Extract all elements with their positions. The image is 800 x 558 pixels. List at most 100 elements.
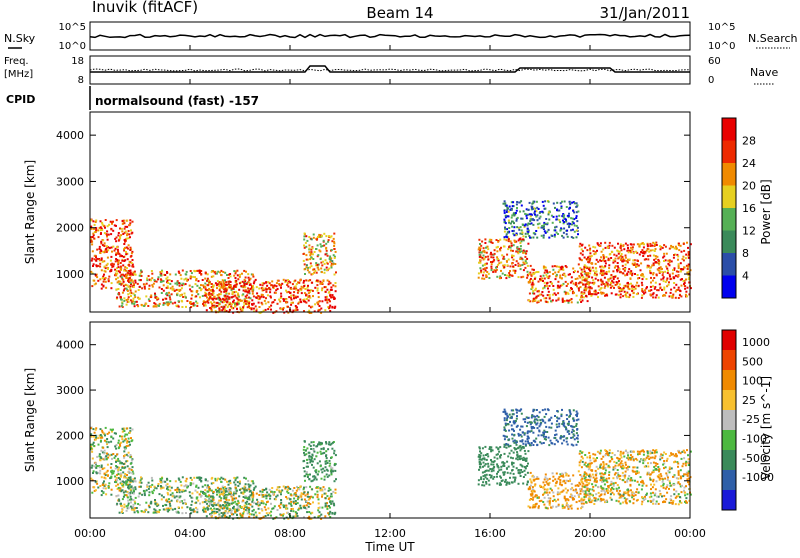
velocity-cell <box>318 506 321 509</box>
velocity-cell <box>108 482 111 485</box>
power-cell <box>515 234 517 237</box>
power-cell <box>687 270 690 273</box>
velocity-cell <box>236 481 239 484</box>
velocity-cell <box>102 432 105 435</box>
nave-tick-top: 60 <box>708 56 721 67</box>
velocity-cell <box>310 456 313 458</box>
power-cell <box>102 239 105 242</box>
velocity-cell <box>290 508 293 510</box>
velocity-cell <box>112 453 115 455</box>
velocity-cell <box>252 508 255 511</box>
velocity-cell <box>559 483 562 486</box>
power-cell <box>587 256 589 259</box>
velocity-cell <box>477 483 480 486</box>
power-cell <box>618 283 621 286</box>
power-cell <box>548 285 551 287</box>
velocity-cell <box>217 489 220 492</box>
power-cell <box>569 206 571 209</box>
velocity-cell <box>504 480 506 483</box>
velocity-cell <box>122 483 125 486</box>
velocity-cell <box>292 515 295 518</box>
velocity-cell <box>503 473 506 476</box>
power-cell <box>685 290 688 293</box>
power-cell <box>619 287 622 290</box>
power-cell <box>158 286 161 289</box>
power-cell <box>327 240 330 243</box>
power-cell <box>317 292 320 294</box>
power-cell <box>230 303 233 306</box>
velocity-cell <box>197 476 200 479</box>
power-cell <box>300 289 303 292</box>
power-cell <box>569 289 572 292</box>
power-cell <box>325 246 328 249</box>
power-cell <box>522 235 525 238</box>
power-cell <box>591 293 594 296</box>
velocity-cell <box>130 469 133 471</box>
velocity-cell <box>303 486 305 489</box>
power-cell <box>583 256 586 259</box>
velocity-cell <box>555 481 558 484</box>
power-cell <box>583 287 586 290</box>
velocity-cell <box>214 488 217 491</box>
power-cell <box>112 263 115 266</box>
power-cell <box>167 286 169 289</box>
power-cell <box>511 274 514 277</box>
power-cell <box>156 297 159 299</box>
power-cell <box>548 218 551 221</box>
power-cell <box>120 298 123 301</box>
power-cell <box>316 301 319 304</box>
velocity-cell <box>567 507 570 510</box>
power-cell <box>245 270 247 273</box>
power-cell <box>131 259 134 261</box>
velocity-cell <box>261 495 264 498</box>
velocity-cell <box>493 476 496 478</box>
power-cell <box>204 288 207 291</box>
velocity-cell <box>484 445 487 448</box>
power-cell <box>538 293 541 296</box>
power-cell <box>602 269 605 272</box>
power-cell <box>308 247 311 250</box>
power-cell <box>670 288 673 291</box>
power-cell <box>507 210 510 213</box>
power-cell <box>235 296 238 299</box>
power-cell <box>91 236 94 238</box>
velocity-cell <box>496 465 499 468</box>
power-cell <box>677 242 680 245</box>
power-cell <box>479 247 482 250</box>
power-cell <box>316 266 319 269</box>
velocity-cell <box>290 500 293 503</box>
velocity-cell <box>552 475 555 478</box>
velocity-cell <box>536 476 539 479</box>
velocity-cell <box>307 491 309 494</box>
power-cell <box>533 272 536 275</box>
velocity-cell <box>110 436 113 439</box>
power-cell <box>182 296 185 298</box>
power-cell <box>504 214 507 217</box>
power-cell <box>305 245 308 248</box>
velocity-cell <box>505 482 508 485</box>
velocity-cell <box>119 444 122 447</box>
velocity-cell <box>239 506 242 509</box>
power-cell <box>129 289 132 292</box>
power-cell <box>627 247 629 249</box>
power-cell <box>111 250 113 253</box>
power-cell <box>93 223 96 226</box>
velocity-cell <box>545 480 548 483</box>
velocity-cell <box>100 439 102 442</box>
power-cell <box>584 283 587 286</box>
power-cell <box>579 281 582 284</box>
velocity-cell <box>101 429 104 432</box>
velocity-cell <box>193 476 196 479</box>
power-cell <box>317 300 320 303</box>
power-cell <box>116 252 119 255</box>
power-cell <box>275 282 278 285</box>
power-cell <box>542 274 545 277</box>
velocity-cell <box>316 490 319 493</box>
velocity-cell <box>128 440 131 443</box>
velocity-cell <box>127 444 130 447</box>
velocity-cell <box>225 490 228 493</box>
velocity-cell <box>129 480 132 483</box>
velocity-cell <box>262 494 265 497</box>
velocity-cell <box>570 504 573 507</box>
power-cell <box>518 265 521 268</box>
